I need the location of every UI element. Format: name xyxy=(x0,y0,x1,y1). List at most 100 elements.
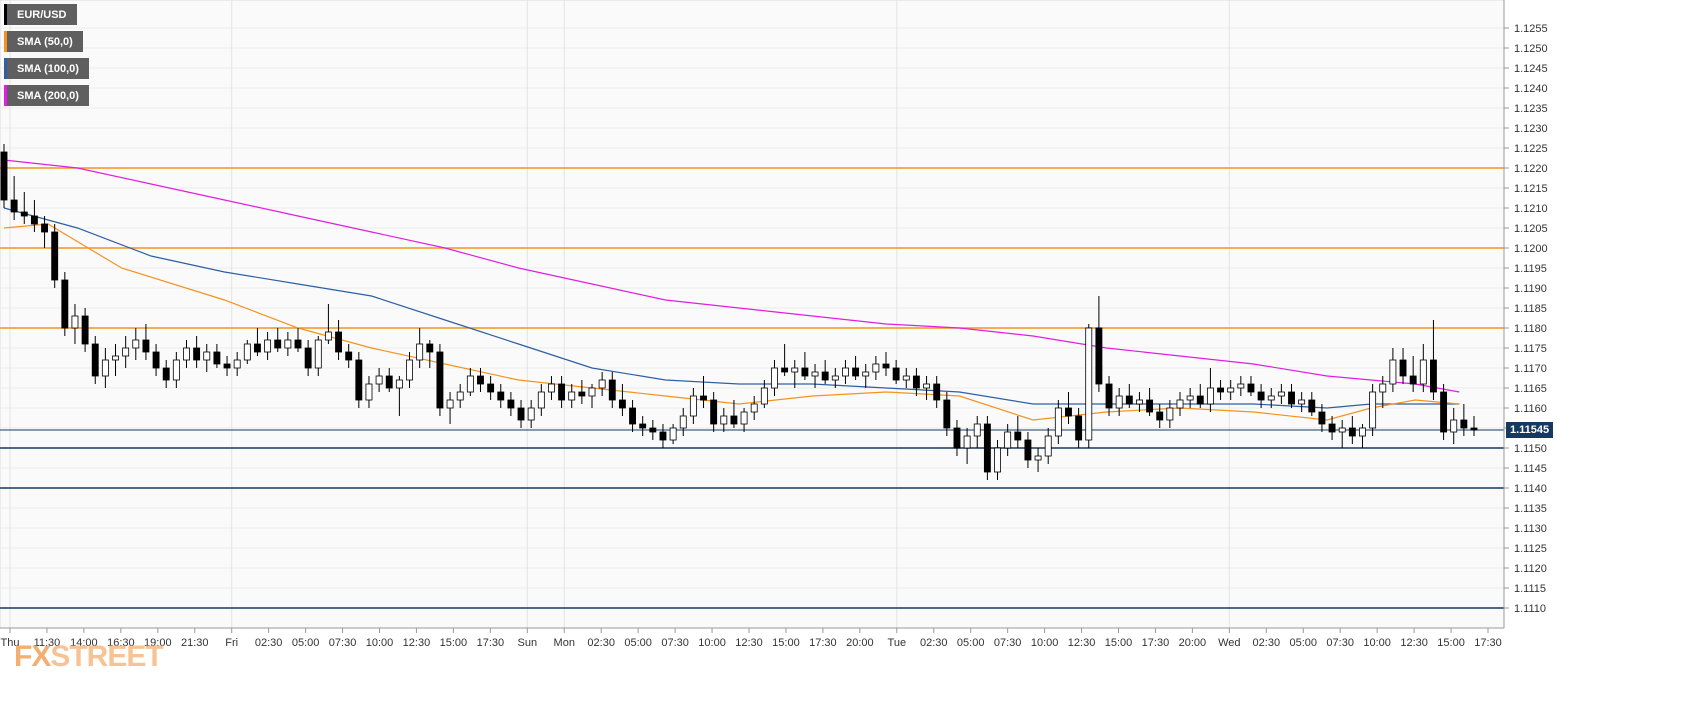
x-tick-label: 15:00 xyxy=(772,637,800,649)
candle-up xyxy=(1277,391,1285,397)
legend: EUR/USD SMA (50,0) SMA (100,0) SMA (200,… xyxy=(4,4,89,112)
candle-down xyxy=(983,423,991,473)
x-tick-label: 21:30 xyxy=(181,637,209,649)
x-tick-label: 12:30 xyxy=(1400,637,1428,649)
x-tick-label: 17:30 xyxy=(477,637,505,649)
candle-down xyxy=(710,399,718,425)
candle-up xyxy=(872,363,880,373)
candle-down xyxy=(61,279,69,329)
x-tick-label: 10:00 xyxy=(1031,637,1059,649)
candle-down xyxy=(608,379,616,401)
candle-up xyxy=(760,387,768,405)
x-tick-label: 02:30 xyxy=(920,637,948,649)
candle-down xyxy=(477,375,484,385)
candle-down xyxy=(385,375,393,389)
candle-up xyxy=(1136,399,1143,405)
legend-sma50[interactable]: SMA (50,0) xyxy=(4,31,83,52)
candle-up xyxy=(1298,399,1306,405)
x-tick-label: 12:30 xyxy=(403,637,431,649)
candle-up xyxy=(365,383,373,401)
legend-sma50-label: SMA (50,0) xyxy=(17,35,73,48)
candle-up xyxy=(314,339,322,369)
legend-symbol[interactable]: EUR/USD xyxy=(4,4,77,25)
candle-up xyxy=(1338,427,1346,433)
candle-up xyxy=(548,383,555,393)
candle-down xyxy=(1014,431,1022,441)
candle-up xyxy=(406,359,413,381)
x-tick-label: 12:30 xyxy=(735,637,763,649)
x-tick-label: 07:30 xyxy=(1326,637,1354,649)
candle-down xyxy=(892,367,900,381)
candle-up xyxy=(1359,427,1366,437)
sma50-line xyxy=(3,223,1460,421)
candle-up xyxy=(324,331,332,341)
candle-up xyxy=(689,395,697,417)
x-tick-label: 16:30 xyxy=(107,637,135,649)
x-tick-label: 10:00 xyxy=(366,637,394,649)
y-axis: 1.1110 1.1115 1.1120 1.1125 1.1130 1.1135 1.11… xyxy=(1503,0,1548,628)
candle-down xyxy=(294,339,302,349)
candle-down xyxy=(1095,327,1103,385)
candle-down xyxy=(912,375,920,389)
candle-down xyxy=(1105,383,1113,409)
candle-down xyxy=(1430,359,1437,393)
candle-up xyxy=(862,371,870,377)
candle-down xyxy=(639,423,647,429)
candle-up xyxy=(101,359,109,377)
y-tick-label: 1.1230 xyxy=(1514,123,1548,135)
candle-up xyxy=(1450,419,1458,433)
y-tick-label: 1.1190 xyxy=(1514,283,1547,295)
legend-sma100[interactable]: SMA (100,0) xyxy=(4,58,89,79)
candle-up xyxy=(183,347,190,361)
candle-up xyxy=(264,339,272,353)
candle-down xyxy=(1470,427,1478,431)
candle-up xyxy=(446,399,454,409)
candle-down xyxy=(649,427,657,433)
legend-symbol-label: EUR/USD xyxy=(17,8,67,21)
y-tick-label: 1.1135 xyxy=(1514,503,1547,515)
candle-up xyxy=(679,415,687,429)
candle-up xyxy=(1166,407,1174,421)
candle-up xyxy=(172,359,180,381)
candle-up xyxy=(203,351,211,361)
x-tick-label: Wed xyxy=(1218,637,1240,649)
candle-down xyxy=(943,399,951,429)
candle-down xyxy=(507,399,515,409)
candle-down xyxy=(821,371,829,381)
candle-down xyxy=(497,391,505,401)
legend-swatch-sma100 xyxy=(4,58,7,79)
candles xyxy=(0,144,1478,480)
candle-down xyxy=(193,347,201,361)
legend-sma200[interactable]: SMA (200,0) xyxy=(4,85,89,106)
candle-down xyxy=(51,231,59,281)
candle-up xyxy=(1389,359,1397,385)
y-tick-label: 1.1215 xyxy=(1514,183,1548,195)
y-tick-label: 1.1250 xyxy=(1514,43,1548,55)
candle-down xyxy=(933,383,941,401)
y-tick-label: 1.1160 xyxy=(1514,403,1547,415)
candle-down xyxy=(41,223,48,233)
x-tick-label: 05:00 xyxy=(957,637,985,649)
y-tick-label: 1.1130 xyxy=(1514,523,1547,535)
candle-up xyxy=(1034,455,1042,461)
candle-up xyxy=(416,343,424,361)
candle-up xyxy=(669,427,677,441)
y-tick-label: 1.1180 xyxy=(1514,323,1547,335)
candle-down xyxy=(1308,399,1316,413)
candle-down xyxy=(81,315,89,345)
support-resistance-levels xyxy=(0,167,1504,609)
y-tick-label: 1.1175 xyxy=(1514,343,1547,355)
x-tick-label: 20:00 xyxy=(846,637,874,649)
candle-up xyxy=(1206,387,1214,405)
candle-up xyxy=(71,315,79,329)
candle-up xyxy=(963,435,971,449)
x-tick-label: Fri xyxy=(225,637,238,649)
candle-down xyxy=(1125,395,1133,405)
candle-down xyxy=(1460,419,1468,429)
candle-up xyxy=(973,423,981,437)
y-tick-label: 1.1245 xyxy=(1514,63,1548,75)
candle-up xyxy=(923,383,930,389)
candle-up xyxy=(132,339,140,349)
